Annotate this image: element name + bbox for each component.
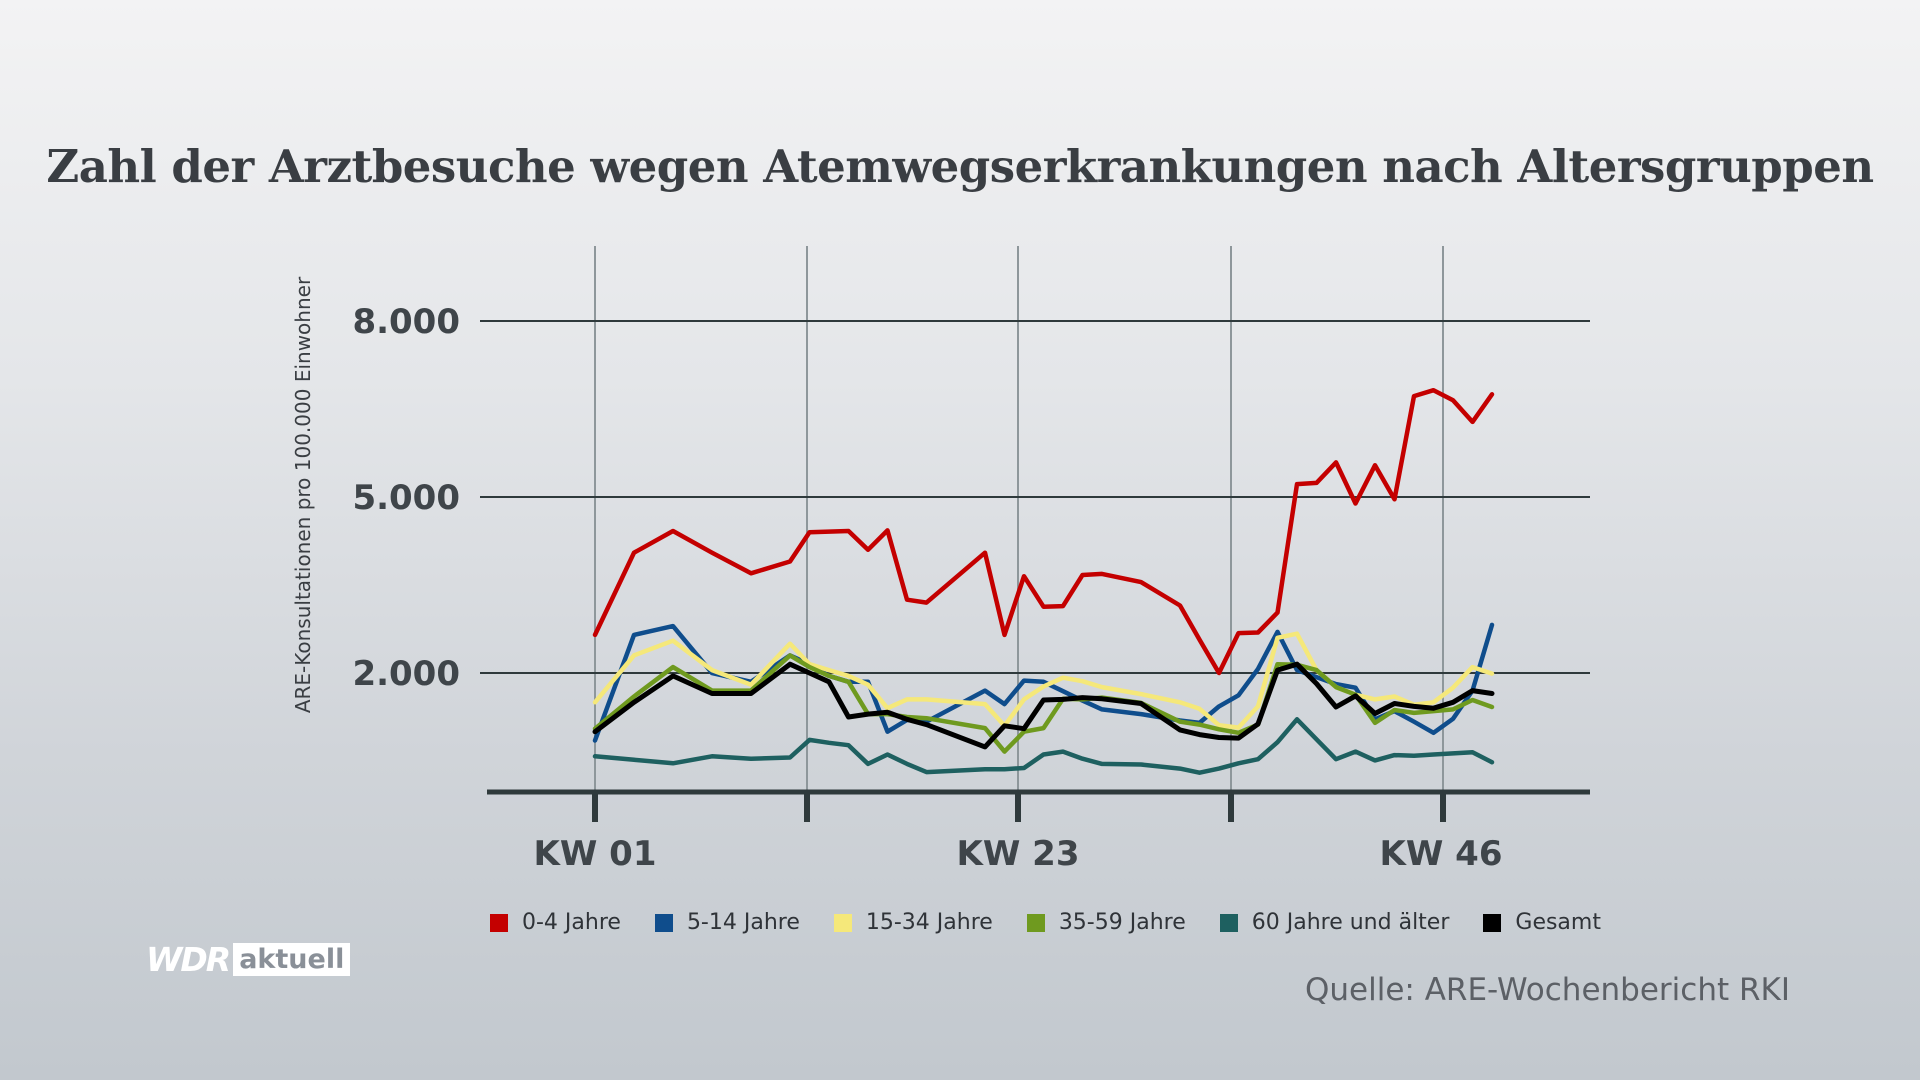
chart-legend: 0-4 Jahre 5-14 Jahre 15-34 Jahre 35-59 Jahr…: [490, 910, 1601, 935]
x-tick-label: KW 01: [533, 834, 656, 874]
series-line-60-jahre-und-lter: [592, 717, 1495, 775]
legend-item: 5-14 Jahre: [654, 910, 800, 935]
series-line-0-4-jahre: [592, 387, 1495, 676]
chart-title: Zahl der Arztbesuche wegen Atemwegserkra…: [46, 140, 1874, 193]
logo-aktuell-text: aktuell: [233, 943, 351, 976]
legend-swatch: [490, 913, 508, 932]
legend-label: 5-14 Jahre: [686, 910, 800, 935]
y-axis-label: ARE-Konsultationen pro 100.000 Einwohner: [291, 276, 315, 713]
y-tick-label: 5.000: [352, 478, 460, 518]
y-tick-label: 2.000: [352, 654, 460, 694]
series-line-gesamt: [592, 661, 1495, 750]
legend-item: 15-34 Jahre: [833, 910, 993, 935]
horizontal-gridlines: [480, 320, 1590, 674]
legend-label: 60 Jahre und älter: [1251, 910, 1450, 935]
legend-swatch: [1219, 913, 1238, 932]
y-tick-labels: 2.000 5.000 8.000: [352, 302, 460, 694]
legend-item: 35-59 Jahre: [1026, 910, 1186, 935]
legend-swatch: [654, 913, 673, 932]
x-tick-label: KW 46: [1379, 834, 1502, 874]
series-line-5-14-jahre: [592, 622, 1495, 743]
legend-swatch: [1026, 913, 1045, 932]
legend-label: Gesamt: [1515, 910, 1601, 935]
y-tick-label: 8.000: [352, 302, 460, 342]
vertical-gridlines: [594, 246, 1444, 792]
legend-item: 60 Jahre und älter: [1219, 910, 1450, 935]
legend-swatch: [833, 913, 852, 932]
legend-label: 0-4 Jahre: [522, 910, 621, 935]
series-line-15-34-jahre: [592, 631, 1495, 730]
legend-label: 35-59 Jahre: [1058, 910, 1186, 935]
legend-swatch: [1483, 913, 1502, 932]
wdr-aktuell-logo: WDR aktuell: [146, 940, 351, 979]
legend-item: 0-4 Jahre: [490, 910, 621, 935]
x-axis: KW 01 KW 23 KW 46: [487, 789, 1590, 874]
source-note: Quelle: ARE-Wochenbericht RKI: [1304, 972, 1790, 1008]
logo-wdr-text: WDR: [146, 940, 231, 979]
legend-label: 15-34 Jahre: [865, 910, 993, 935]
series-lines: [592, 387, 1495, 775]
x-tick-label: KW 23: [956, 834, 1079, 874]
legend-item: Gesamt: [1483, 910, 1601, 935]
